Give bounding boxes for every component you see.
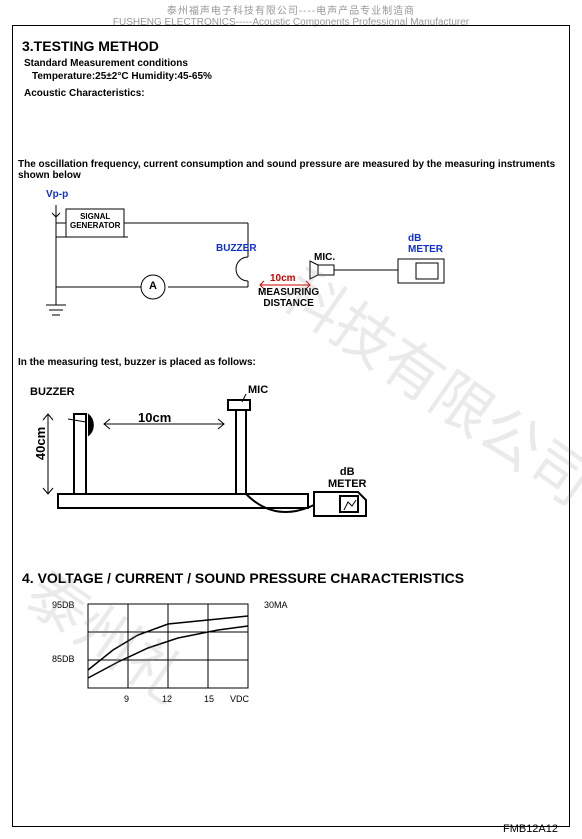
placement-text: In the measuring test, buzzer is placed … bbox=[18, 357, 564, 368]
d2-dbmeter: dB METER bbox=[328, 466, 367, 490]
xtick-15: 15 bbox=[204, 694, 214, 704]
vpp-label: Vp-p bbox=[46, 189, 68, 200]
dbmeter-label: dB METER bbox=[408, 233, 443, 255]
acoustic-heading: Acoustic Characteristics: bbox=[24, 88, 564, 99]
buzzer-label: BUZZER bbox=[216, 243, 257, 254]
ytick-85: 85DB bbox=[52, 654, 75, 664]
ytick-95: 95DB bbox=[52, 600, 75, 610]
d2-distance: 10cm bbox=[138, 410, 171, 425]
diagram1-svg bbox=[18, 187, 558, 337]
chart: 95DB 85DB 30MA 9 12 15 VDC bbox=[18, 600, 558, 720]
page-content: 3.TESTING METHOD Standard Measurement co… bbox=[18, 30, 564, 821]
xtick-9: 9 bbox=[124, 694, 129, 704]
section4-title: 4. VOLTAGE / CURRENT / SOUND PRESSURE CH… bbox=[22, 570, 564, 586]
d2-mic-label: MIC bbox=[248, 384, 268, 396]
measuring-distance-label: MEASURING DISTANCE bbox=[258, 287, 319, 309]
x-label: VDC bbox=[230, 694, 249, 704]
chart-svg bbox=[18, 600, 558, 720]
diagram1-intro: The oscillation frequency, current consu… bbox=[18, 159, 564, 181]
sig-gen-label: SIGNAL GENERATOR bbox=[70, 213, 120, 231]
diagram2-svg bbox=[18, 374, 558, 534]
xtick-12: 12 bbox=[162, 694, 172, 704]
section3-title: 3.TESTING METHOD bbox=[22, 38, 564, 54]
cond-heading: Standard Measurement conditions bbox=[24, 58, 564, 69]
footer-code: FMB12A12 bbox=[503, 823, 558, 835]
header-cn: 泰州福声电子科技有限公司----电声产品专业制造商 bbox=[0, 0, 582, 17]
diagram1: Vp-p bbox=[18, 187, 558, 337]
mic-label: MIC. bbox=[314, 252, 335, 263]
d2-height: 40cm bbox=[33, 427, 48, 460]
distance-label: 10cm bbox=[270, 273, 296, 284]
cond-line: Temperature:25±2°C Humidity:45-65% bbox=[32, 71, 564, 82]
ammeter-label: A bbox=[149, 280, 157, 292]
diagram2: BUZZER MIC 10cm 40cm dB METER bbox=[18, 374, 558, 534]
d2-buzzer-label: BUZZER bbox=[30, 386, 75, 398]
right-label: 30MA bbox=[264, 600, 288, 610]
